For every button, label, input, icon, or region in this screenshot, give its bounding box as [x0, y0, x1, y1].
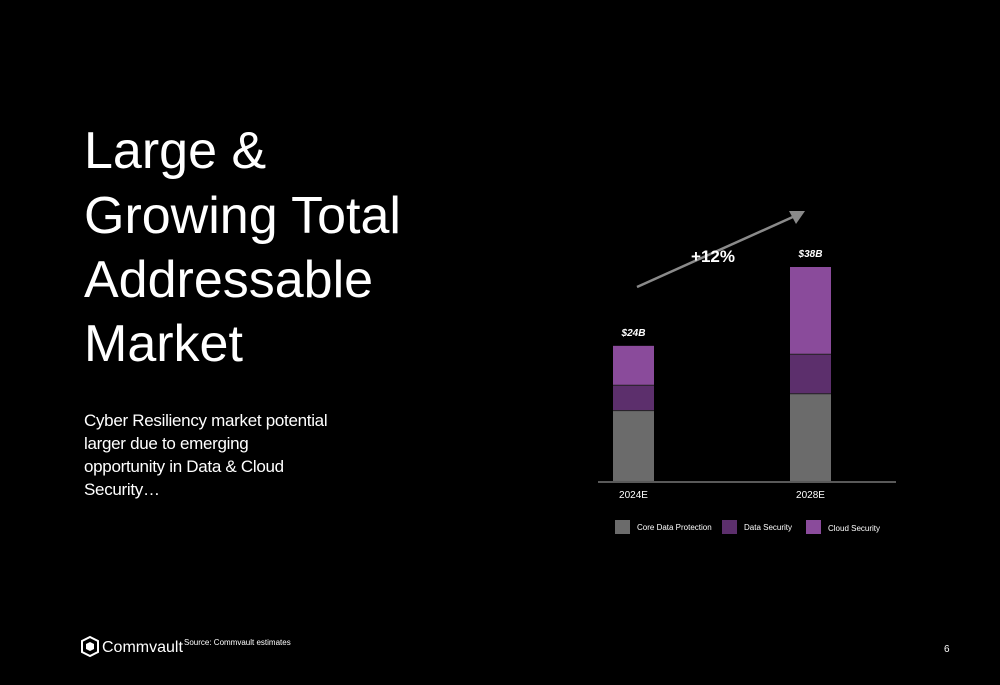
annotation: +12%: [691, 247, 735, 266]
bar-segment: [790, 393, 831, 481]
bar-segment: [790, 354, 831, 394]
title-line: Addressable: [84, 251, 373, 309]
total-label: $24B: [621, 328, 646, 339]
x-tick-label: 2028E: [796, 490, 825, 501]
legend-label: Core Data Protection: [637, 523, 712, 532]
legend-label: Cloud Security: [828, 524, 880, 533]
bar-segment: [613, 345, 654, 386]
page-number: 6: [944, 644, 950, 655]
title-line: Growing Total: [84, 187, 401, 245]
total-label: $38B: [798, 249, 823, 260]
subtitle: Cyber Resiliency market potential larger…: [84, 411, 328, 499]
bar-segment: [790, 267, 831, 355]
logo-text: Commvault: [102, 639, 183, 656]
title-line: Market: [84, 315, 243, 373]
logo-icon: [81, 635, 99, 658]
title-line: Large &: [84, 122, 266, 180]
arrow-head: [789, 211, 805, 224]
x-tick-label: 2024E: [619, 490, 648, 501]
legend-swatch: [615, 520, 630, 534]
source: Source: Commvault estimates: [184, 638, 291, 647]
bar-segment: [613, 410, 654, 481]
legend-swatch: [806, 520, 821, 534]
bar-segment: [613, 385, 654, 411]
legend-swatch: [722, 520, 737, 534]
growth-arrow: [636, 214, 796, 289]
legend-label: Data Security: [744, 523, 792, 532]
